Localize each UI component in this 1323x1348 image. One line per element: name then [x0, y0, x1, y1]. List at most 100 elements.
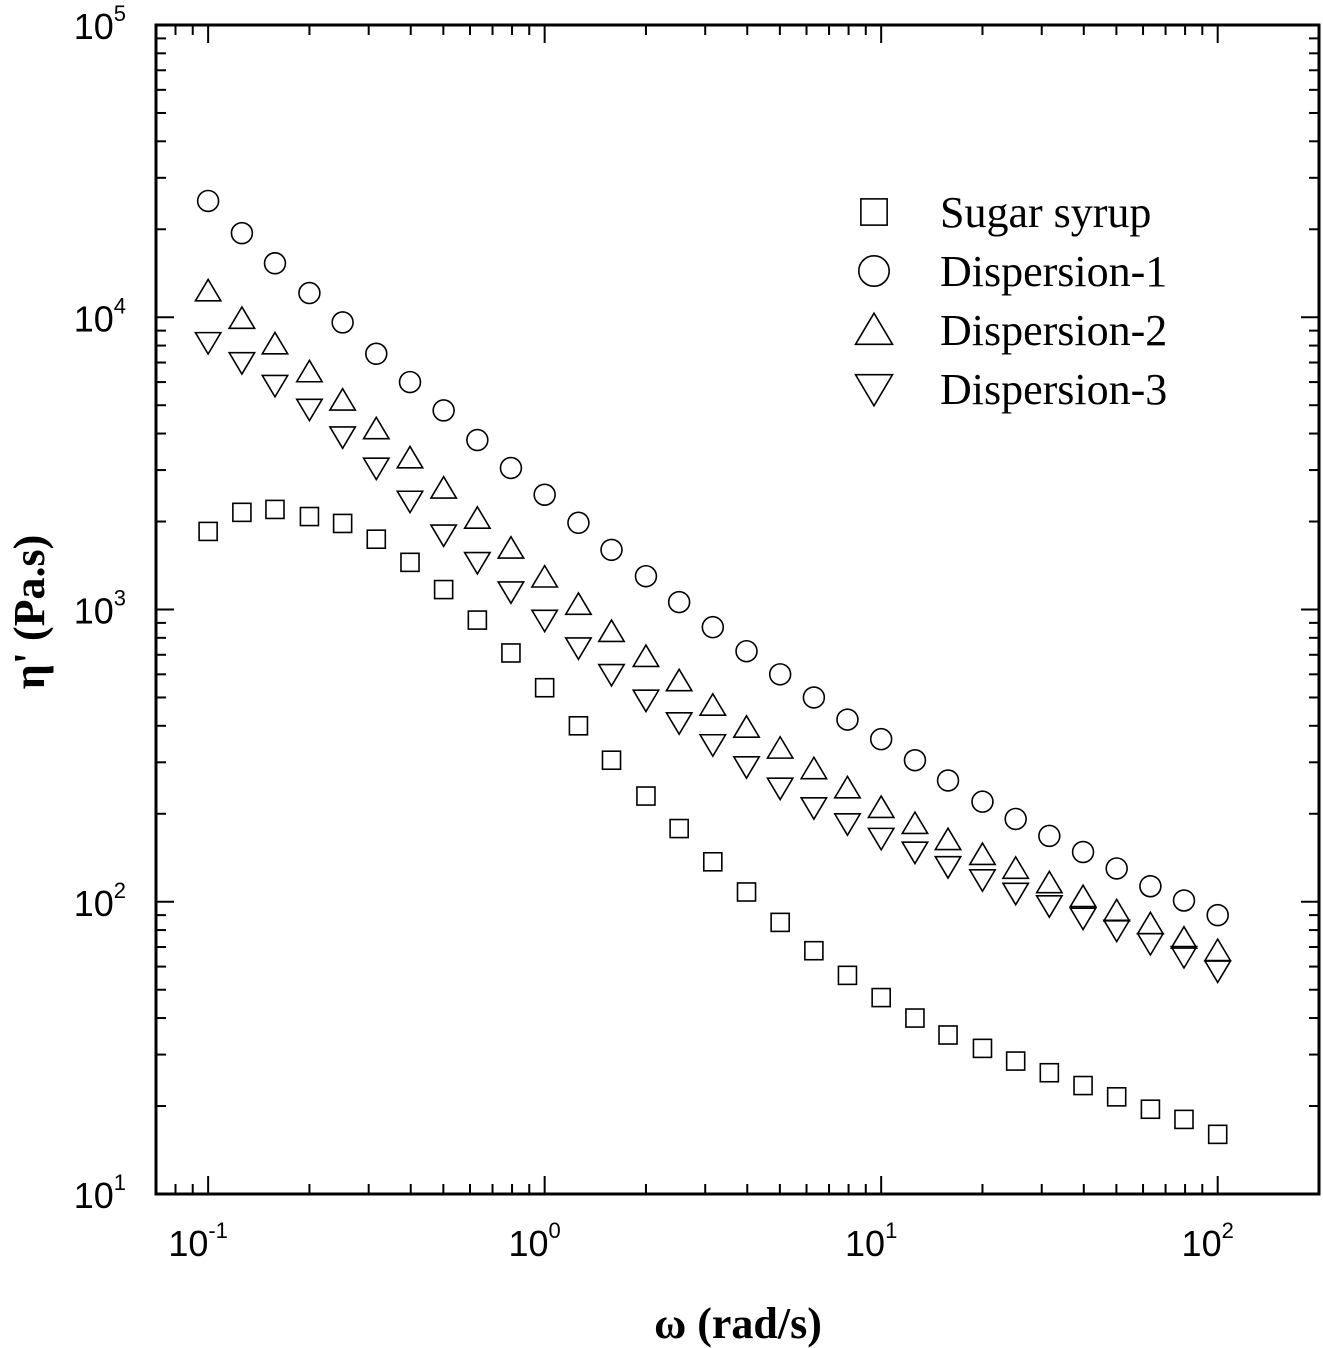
data-point-circle [263, 252, 287, 275]
data-point-square [1106, 1087, 1127, 1107]
series-circle [196, 189, 1229, 927]
data-point-square [232, 502, 252, 523]
data-point-triangle-down [1068, 907, 1098, 932]
data-point-square [601, 750, 622, 771]
data-point-triangle-up [766, 735, 795, 759]
data-point-triangle-up [732, 714, 761, 739]
data-point-triangle-down [732, 755, 761, 780]
data-point-triangle-up [597, 618, 626, 643]
data-point-circle [432, 399, 455, 422]
legend-marker-square [860, 198, 888, 226]
data-point-triangle-up [799, 755, 828, 780]
data-point-triangle-up [867, 794, 896, 819]
data-point-triangle-up [194, 277, 223, 302]
series-square [198, 499, 1228, 1145]
data-point-square [400, 552, 420, 573]
data-point-square [669, 818, 689, 839]
data-point-triangle-up [1203, 937, 1232, 962]
data-point-circle [1071, 840, 1095, 864]
data-point-triangle-down [194, 331, 223, 356]
data-point-triangle-down [227, 351, 257, 376]
data-point-circle [600, 538, 623, 562]
legend-label: Dispersion-3 [940, 365, 1167, 414]
data-point-triangle-down [295, 398, 324, 423]
data-point-triangle-down [328, 426, 357, 450]
data-point-triangle-down [631, 689, 661, 714]
data-point-triangle-up [429, 475, 458, 499]
x-tick-label: 100 [509, 1218, 561, 1264]
data-point-triangle-up [295, 358, 324, 383]
data-point-square [702, 851, 723, 872]
data-point-square [770, 912, 790, 933]
data-point-circle [499, 456, 523, 480]
data-point-square [198, 521, 218, 542]
data-point-circle [1172, 889, 1196, 912]
data-point-square [1140, 1099, 1161, 1120]
data-point-square [972, 1038, 993, 1059]
data-point-triangle-up [698, 692, 727, 716]
data-point-square [871, 987, 891, 1008]
data-point-triangle-down [1169, 945, 1199, 970]
data-point-circle [667, 590, 691, 614]
x-axis-title: ω (rad/s) [654, 1299, 822, 1348]
data-point-triangle-up [1001, 855, 1030, 880]
data-point-square [534, 677, 555, 698]
data-point-triangle-up [496, 535, 526, 559]
data-point-triangle-up [665, 667, 694, 692]
data-point-circle [971, 790, 994, 813]
data-point-triangle-down [766, 777, 795, 802]
data-point-triangle-down [900, 841, 930, 866]
legend-label: Sugar syrup [940, 188, 1151, 237]
data-point-triangle-down [665, 712, 694, 736]
data-point-circle [768, 663, 792, 686]
data-point-triangle-down [362, 457, 391, 482]
data-point-triangle-up [900, 810, 930, 835]
y-tick-label: 103 [74, 586, 126, 632]
data-point-circle [466, 428, 489, 452]
data-point-square [905, 1008, 925, 1028]
data-point-circle [1206, 903, 1229, 927]
data-point-square [1073, 1075, 1093, 1096]
x-tick-label: 101 [845, 1218, 897, 1264]
data-point-square [636, 786, 656, 806]
data-point-triangle-up [1136, 910, 1165, 935]
data-point-circle [398, 370, 422, 394]
y-tick-label: 101 [74, 1170, 126, 1216]
data-point-triangle-down [597, 663, 626, 688]
data-point-circle [701, 615, 725, 639]
data-point-triangle-down [530, 609, 559, 634]
data-point-circle [1004, 807, 1027, 831]
legend-label: Dispersion-1 [940, 247, 1167, 296]
data-point-triangle-up [1102, 897, 1131, 922]
data-point-triangle-down [496, 581, 526, 605]
data-point-triangle-down [698, 733, 727, 758]
data-point-triangle-down [564, 637, 593, 661]
data-point-square [299, 506, 320, 527]
legend: Sugar syrup Dispersion-1 Dispersion-2 Dispe… [854, 188, 1167, 414]
axis-ticks: 10-1 100 101 102 101 102 103 104 105 [74, 1, 1320, 1264]
data-point-triangle-up [530, 564, 559, 588]
data-point-triangle-up [833, 774, 862, 799]
data-point-square [568, 715, 589, 736]
data-point-circle [533, 483, 556, 506]
data-point-triangle-down [799, 796, 828, 821]
data-point-square [332, 513, 353, 534]
data-point-square [736, 882, 757, 902]
series-triangle-up [194, 277, 1232, 962]
data-point-square [265, 499, 285, 520]
data-point-triangle-down [260, 374, 290, 399]
data-point-square [1207, 1124, 1228, 1145]
data-markers [194, 189, 1232, 1145]
data-point-square [1039, 1062, 1060, 1083]
data-point-triangle-up [1035, 869, 1064, 894]
data-point-circle [298, 281, 321, 305]
legend-marker-triangle-up [854, 311, 894, 346]
data-point-square [433, 579, 454, 600]
data-point-circle [735, 639, 758, 663]
data-point-triangle-down [1203, 960, 1232, 985]
data-point-square [837, 965, 858, 986]
data-point-triangle-up [968, 841, 997, 866]
y-tick-label: 105 [74, 1, 126, 47]
y-tick-label: 102 [74, 878, 126, 924]
